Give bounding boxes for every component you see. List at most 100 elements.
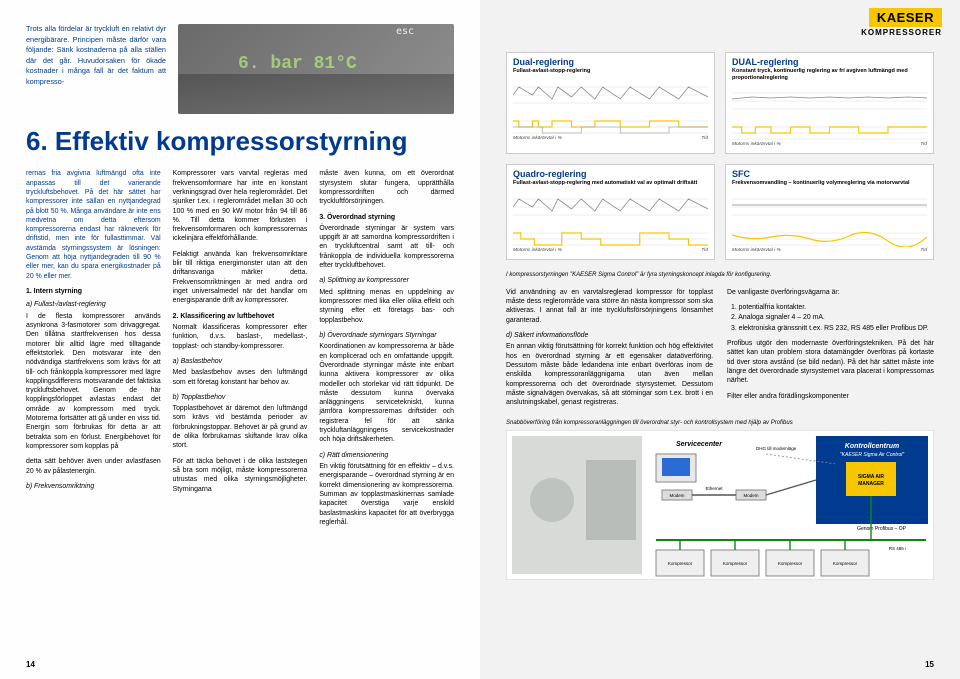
body-h1: 1. Intern styrning bbox=[26, 287, 161, 296]
body-h2a: a) Baslastbehov bbox=[173, 357, 308, 366]
svg-text:Kompressor: Kompressor bbox=[833, 561, 858, 566]
body-p9: För att täcka behovet i de olika lastste… bbox=[173, 457, 308, 494]
chart-body bbox=[513, 79, 708, 135]
right-p1: Vid användning av en varvtalsreglerad ko… bbox=[506, 288, 713, 325]
page-right: KAESER KOMPRESSORER Dual-reglering Fulla… bbox=[480, 0, 960, 679]
label-servicecenter: Servicecenter bbox=[676, 441, 723, 448]
transmission-diagram: Snabböverföring från kompressoranläggnin… bbox=[506, 420, 934, 582]
body-columns: rernas fria avgivna luftmängd ofta inte … bbox=[26, 169, 454, 589]
right-p2: En annan viktig förutsättning för korrek… bbox=[506, 342, 713, 407]
keyboard-photo: 6. bar 81°C esc bbox=[178, 24, 454, 114]
snabb-caption: Snabböverföring från kompressoranläggnin… bbox=[506, 420, 934, 426]
body-p6: Normalt klassificeras kompressorer efter… bbox=[173, 323, 308, 351]
chart-xlabel-left: Motorns inkärärvtal i % bbox=[513, 136, 562, 141]
chart-sub: Konstant tryck, kontinuerlig reglering a… bbox=[732, 68, 927, 81]
body-h3a: a) Splittning av kompressorer bbox=[319, 276, 454, 285]
body-p14: En viktig förutsättning för en effektiv … bbox=[319, 462, 454, 527]
chart-xlabel-right: Tid bbox=[701, 136, 708, 141]
chart-xlabel-left: Motorns inkärärvtal i % bbox=[732, 248, 781, 253]
body-p3: detta sätt behöver även under avlastfase… bbox=[26, 457, 161, 476]
chart-dual-reglering-2: DUAL-reglering Konstant tryck, kontinuer… bbox=[725, 52, 934, 154]
body-h1a: a) Fullast-/avlast-reglering bbox=[26, 300, 161, 309]
chart-body bbox=[732, 85, 927, 141]
right-p5: Filter eller andra förädlingskomponenter bbox=[727, 392, 934, 401]
right-list-1: 1. potentialfria kontakter. bbox=[731, 303, 934, 312]
chart-labels: Motorns inkärärvtal i % Tid bbox=[732, 248, 927, 253]
intro-box: Trots alla fördelar är tryckluft en rela… bbox=[26, 24, 166, 114]
body-p1: rernas fria avgivna luftmängd ofta inte … bbox=[26, 169, 161, 281]
chart-quadro: Quadro-reglering Fullast-avlast-stopp-re… bbox=[506, 164, 715, 260]
chart-xlabel-right: Tid bbox=[920, 142, 927, 147]
body-h2b: b) Topplastbehov bbox=[173, 393, 308, 402]
chart-xlabel-right: Tid bbox=[920, 248, 927, 253]
right-h4: d) Säkert informationsflöde bbox=[506, 331, 713, 340]
right-columns: Vid användning av en varvtalsreglerad ko… bbox=[506, 288, 934, 410]
svg-text:Modem: Modem bbox=[669, 493, 684, 498]
chart-title: SFC bbox=[732, 169, 927, 179]
chart-sub: Frekvensomvandling – kontinuerlig volymr… bbox=[732, 180, 927, 187]
chart-body bbox=[732, 191, 927, 247]
body-p13: Koordinationen av kompressorerna är både… bbox=[319, 342, 454, 444]
chart-body bbox=[513, 191, 708, 247]
page-number-right: 15 bbox=[925, 660, 934, 669]
right-list-3: 3. elektroniska gränssnitt t.ex. RS 232,… bbox=[731, 324, 934, 333]
chart-title: Quadro-reglering bbox=[513, 169, 708, 179]
chart-sfc: SFC Frekvensomvandling – kontinuerlig vo… bbox=[725, 164, 934, 260]
svg-text:Kompressor: Kompressor bbox=[668, 561, 693, 566]
svg-text:Kompressor: Kompressor bbox=[723, 561, 748, 566]
svg-text:Modem: Modem bbox=[743, 493, 758, 498]
chart-labels: Motorns inkärärvtal i % Tid bbox=[513, 248, 708, 253]
body-p10: måste även kunna, om ett överordnat styr… bbox=[319, 169, 454, 206]
svg-text:MANAGER: MANAGER bbox=[858, 481, 884, 487]
body-h2: 2. Klassificering av luftbehovet bbox=[173, 312, 308, 321]
chart-labels: Motorns inkärärvtal i % Tid bbox=[732, 142, 927, 147]
chart-labels: Motorns inkärärvtal i % Tid bbox=[513, 136, 708, 141]
svg-text:Ethernet: Ethernet bbox=[705, 486, 723, 491]
brand-sub: KOMPRESSORER bbox=[861, 28, 942, 37]
chart-sub: Fullast-avlast-stopp-reglering bbox=[513, 68, 708, 75]
svg-text:SIGMA AIR: SIGMA AIR bbox=[858, 474, 884, 480]
intro-text: Trots alla fördelar är tryckluft en rela… bbox=[26, 24, 166, 87]
brand-name: KAESER bbox=[869, 8, 942, 27]
body-p5: Felaktigt använda kan frekvensomriktare … bbox=[173, 250, 308, 306]
chart-xlabel-left: Motorns inkärärvtal i % bbox=[513, 248, 562, 253]
body-h3c: c) Rätt dimensionering bbox=[319, 451, 454, 460]
keyboard-keys bbox=[178, 74, 454, 114]
body-p8: Topplastbehovet är däremot den luftmängd… bbox=[173, 404, 308, 451]
body-p7: Med baslastbehov avses den luftmängd som… bbox=[173, 368, 308, 387]
chart-caption: I kompressorstyrningen "KAESER Sigma Con… bbox=[506, 272, 934, 278]
body-p11: Överordnade styrningar är system vars up… bbox=[319, 224, 454, 271]
chart-sub: Fullast-avlast-stopp-reglering med autom… bbox=[513, 180, 708, 187]
chart-xlabel-left: Motorns inkärärvtal i % bbox=[732, 142, 781, 147]
keyboard-label: 6. bar 81°C bbox=[238, 54, 357, 74]
page-left: Trots alla fördelar är tryckluft en rela… bbox=[0, 0, 480, 679]
right-list: 1. potentialfria kontakter. 2. Analoga s… bbox=[731, 303, 934, 333]
chart-xlabel-right: Tid bbox=[701, 248, 708, 253]
upper-row: Trots alla fördelar är tryckluft en rela… bbox=[26, 24, 454, 114]
chart-title: Dual-reglering bbox=[513, 57, 708, 67]
svg-text:Genom Profibus – OP: Genom Profibus – OP bbox=[857, 526, 907, 532]
right-p3: De vanligaste överföringsvägarna är: bbox=[727, 288, 934, 297]
label-kaeser: "KAESER Sigma Air Control" bbox=[840, 452, 904, 458]
esc-key: esc bbox=[396, 26, 414, 37]
right-list-2: 2. Analoga signaler 4 – 20 mA. bbox=[731, 313, 934, 322]
svg-text:Kompressor: Kompressor bbox=[778, 561, 803, 566]
page-number-left: 14 bbox=[26, 660, 35, 669]
chart-dual-reglering: Dual-reglering Fullast-avlast-stopp-regl… bbox=[506, 52, 715, 154]
headline-text: 6. Effektiv kompressorstyrning bbox=[26, 128, 454, 155]
body-p2: I de flesta kompressorer används asynkro… bbox=[26, 312, 161, 452]
profibus-diagram-svg: Servicecenter Kontrollcentrum "KAESER Si… bbox=[506, 430, 934, 580]
svg-text:RS 485 i: RS 485 i bbox=[889, 546, 906, 551]
body-h3: 3. Överordnad styrning bbox=[319, 213, 454, 222]
headline: 6. Effektiv kompressorstyrning bbox=[26, 128, 454, 155]
brand: KAESER KOMPRESSORER bbox=[861, 8, 942, 37]
body-h3b: b) Överordnade styrningars Styrningar bbox=[319, 331, 454, 340]
body-h1b: b) Frekvensomriktning bbox=[26, 482, 161, 491]
chart-title: DUAL-reglering bbox=[732, 57, 927, 67]
right-p4: Profibus utgör den modernaste överföring… bbox=[727, 339, 934, 386]
body-p12: Med splittning menas en uppdelning av ko… bbox=[319, 288, 454, 325]
body-p4: Kompressorer vars varvtal regleras med f… bbox=[173, 169, 308, 244]
charts-grid: Dual-reglering Fullast-avlast-stopp-regl… bbox=[506, 52, 934, 260]
svg-text:DHG till modemläge: DHG till modemläge bbox=[756, 446, 797, 451]
label-kontrollcentrum: Kontrollcentrum bbox=[845, 443, 899, 450]
